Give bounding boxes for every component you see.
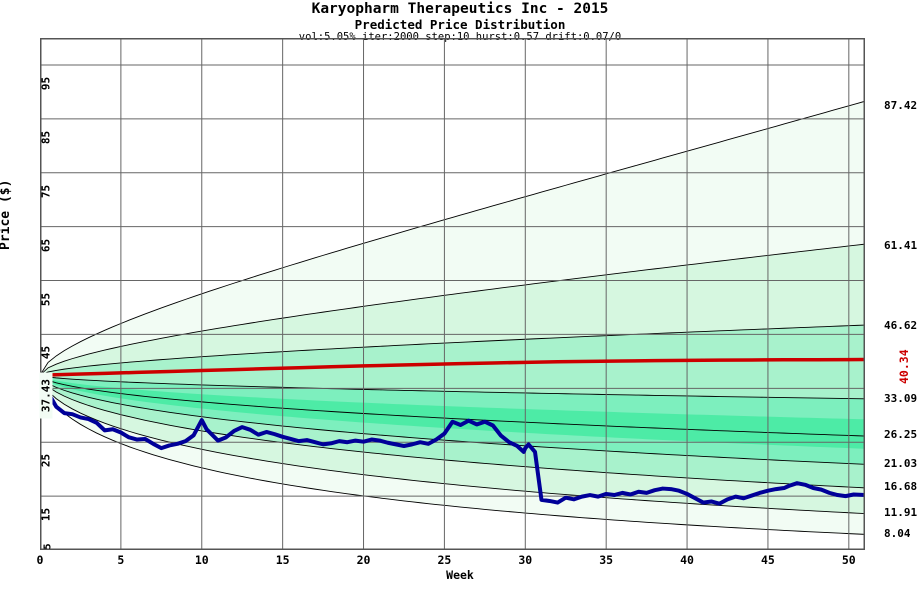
y-tick-label: 25 <box>39 454 53 468</box>
chart-params: vol:5.05% iter:2000 step:10 hurst:0.57 d… <box>298 31 622 43</box>
quantile-value-label: 87.42 <box>884 98 918 112</box>
chart-title: Karyopharm Therapeutics Inc - 2015 <box>311 1 609 17</box>
quantile-value-label: 11.91 <box>884 505 918 519</box>
avg-value-label: 40.34 <box>897 348 911 384</box>
plot-svg <box>40 38 865 550</box>
quantile-value-label: 8.04 <box>884 526 911 540</box>
y-tick-label: 15 <box>39 507 53 522</box>
quantile-value-label: 16.68 <box>884 480 918 494</box>
x-tick-label: 45 <box>761 553 775 567</box>
y-tick-label: 45 <box>39 346 53 360</box>
y-tick-label: 75 <box>39 184 53 198</box>
quantile-value-label: 46.62 <box>884 318 918 332</box>
y-tick-label: 55 <box>39 292 53 306</box>
y-tick-label: 65 <box>39 238 53 252</box>
quantile-value-label: 21.03 <box>884 456 918 470</box>
x-tick-label: 15 <box>275 553 290 567</box>
plot-area <box>40 38 865 550</box>
x-tick-label: 25 <box>437 553 452 567</box>
x-tick-label: 10 <box>194 553 209 567</box>
x-tick-label: 35 <box>599 553 614 567</box>
y-axis-title: Price ($) <box>0 179 13 250</box>
x-tick-label: 20 <box>356 553 371 567</box>
x-tick-label: 40 <box>680 553 694 567</box>
chart-subtitle: Predicted Price Distribution <box>354 17 566 32</box>
x-tick-label: 50 <box>841 553 856 567</box>
y-tick-label: 85 <box>39 130 53 144</box>
quantile-value-label: 26.25 <box>884 428 918 442</box>
quantile-value-label: 33.09 <box>884 391 918 405</box>
y-tick-label: 95 <box>39 76 53 91</box>
y-start-price-label: 37.43 <box>39 372 53 419</box>
x-tick-label: 30 <box>518 553 533 567</box>
quantile-value-label: 61.41 <box>884 238 918 252</box>
y-axis-min-label: 5 <box>42 543 54 550</box>
x-tick-label: 0 <box>36 553 44 567</box>
x-axis-title: Week <box>446 568 474 582</box>
x-tick-label: 5 <box>117 553 125 567</box>
